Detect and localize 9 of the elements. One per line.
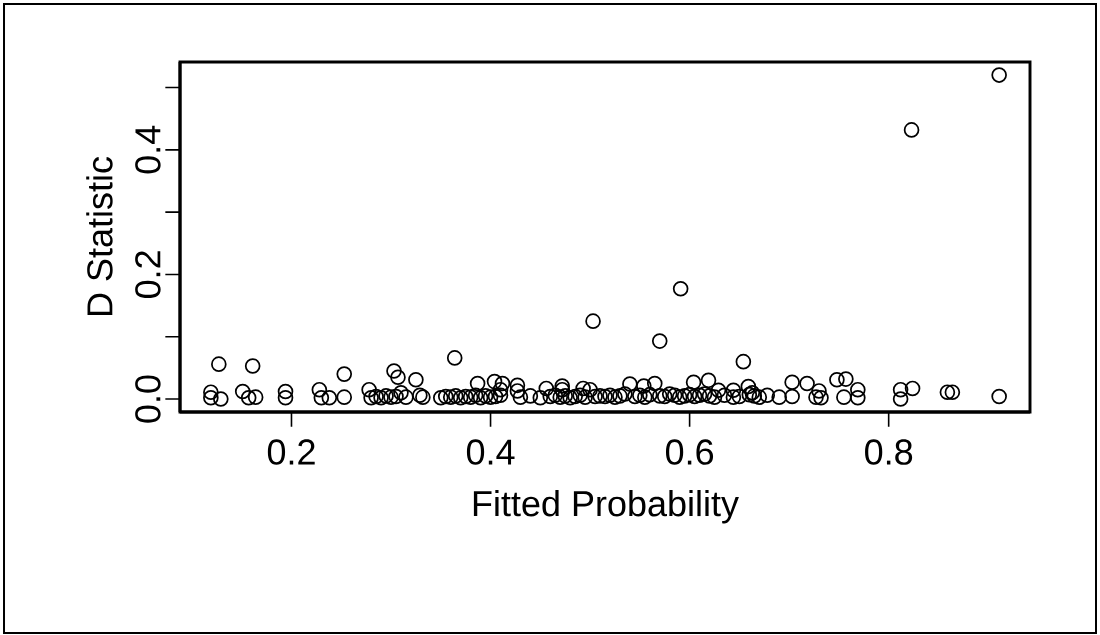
x-tick-label: 0.4 [466,439,515,465]
x-tick-label: 0.2 [267,439,315,465]
x-tick-label: 0.8 [865,439,913,465]
x-tick-label: 0.6 [665,439,714,465]
y-tick-label: 0.4 [135,125,161,174]
y-tick-label: 0.2 [135,251,161,299]
y-axis-title: D Statistic [86,156,113,316]
y-tick-label: 0.0 [135,375,161,423]
x-axis-title: Fitted Probability [473,490,739,524]
